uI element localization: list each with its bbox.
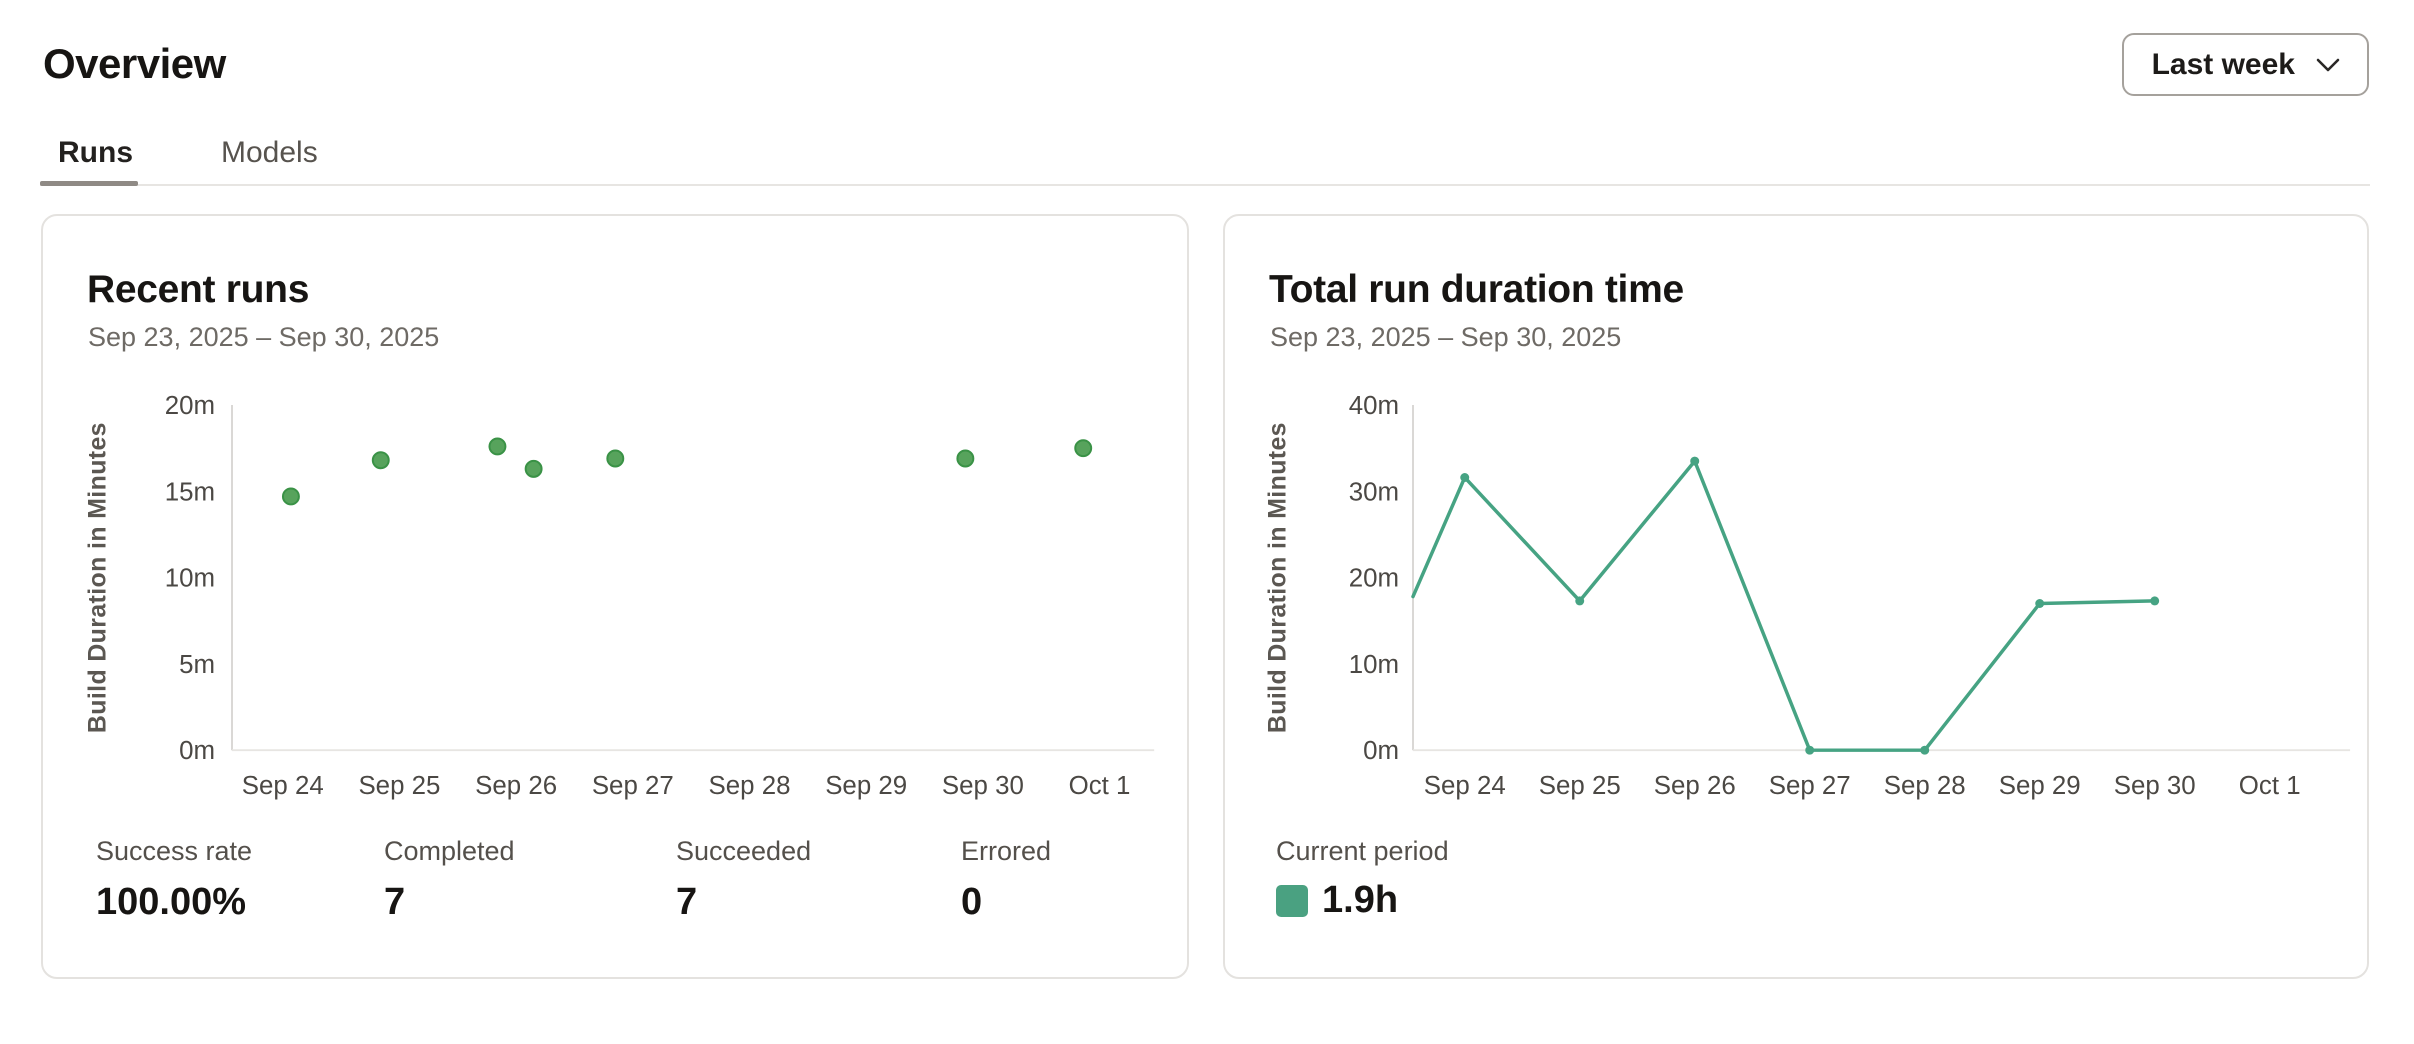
x-tick-label: Sep 24 [1424, 772, 1506, 800]
y-tick-label: 40m [1349, 392, 1399, 420]
stat-errored: Errored 0 [961, 836, 1052, 923]
duration-data-point[interactable] [1575, 596, 1585, 606]
duration-data-point[interactable] [2035, 599, 2045, 608]
x-tick-label: Oct 1 [2239, 772, 2301, 800]
y-tick-label: 15m [165, 478, 215, 506]
y-axis-title: Build Duration in Minutes [84, 422, 112, 733]
recent-runs-card: 0m 5m 10m 15m 20m Sep 24 Sep 25 Sep 26 Sep 27 Sep… [41, 214, 1189, 979]
tab-bar: Runs Models [40, 136, 336, 192]
duration-data-point[interactable] [1690, 456, 1700, 466]
y-tick-label: 10m [165, 565, 215, 593]
run-data-point[interactable] [281, 487, 300, 506]
y-axis-title: Build Duration in Minutes [1264, 422, 1292, 733]
run-data-point[interactable] [524, 459, 543, 478]
stat-succeeded: Succeeded 7 [676, 836, 812, 923]
tab-bar-divider [40, 184, 2370, 186]
run-data-point[interactable] [1074, 439, 1093, 458]
x-tick-label: Sep 28 [1884, 772, 1966, 800]
x-tick-label: Sep 29 [1999, 772, 2081, 800]
card-title-total-run-duration: Total run duration time [1269, 268, 1684, 311]
duration-data-point[interactable] [2150, 596, 2160, 606]
duration-line [1411, 459, 2157, 752]
run-data-point[interactable] [488, 437, 507, 456]
x-tick-label: Sep 26 [1654, 772, 1736, 800]
y-tick-label: 0m [179, 737, 215, 765]
legend-total-value: 1.9h [1322, 879, 1399, 921]
stat-completed: Completed 7 [384, 836, 515, 923]
page-title: Overview [43, 40, 226, 87]
duration-data-point[interactable] [1920, 745, 1930, 755]
active-tab-underline [40, 181, 138, 186]
x-tick-label: Sep 24 [242, 772, 324, 800]
x-tick-label: Oct 1 [1069, 772, 1131, 800]
total-run-duration-line-chart: 0m 10m 20m 30m 40m Sep 24 Sep 25 Sep 26 Sep 27 Se… [1264, 392, 2351, 800]
x-tick-label: Sep 25 [1539, 772, 1621, 800]
x-tick-label: Sep 30 [2114, 772, 2196, 800]
x-tick-label: Sep 27 [1769, 772, 1851, 800]
legend-color-swatch [1276, 884, 1308, 917]
legend-label: Current period [1276, 836, 1449, 866]
chevron-down-icon [2315, 57, 2341, 73]
y-tick-label: 10m [1349, 651, 1399, 679]
y-tick-label: 30m [1349, 478, 1399, 506]
y-tick-label: 20m [165, 392, 215, 420]
card-date-range: Sep 23, 2025 – Sep 30, 2025 [1270, 322, 1622, 352]
y-tick-label: 5m [179, 651, 215, 679]
duration-data-point[interactable] [1460, 473, 1470, 482]
run-data-point[interactable] [956, 449, 975, 468]
x-tick-label: Sep 26 [475, 772, 557, 800]
y-tick-label: 0m [1363, 737, 1399, 765]
y-tick-label: 20m [1349, 565, 1399, 593]
x-tick-label: Sep 25 [358, 772, 440, 800]
run-data-point[interactable] [371, 451, 390, 470]
duration-data-point[interactable] [1805, 745, 1815, 755]
stat-success-rate: Success rate 100.00% [96, 836, 253, 923]
period-selector-dropdown[interactable]: Last week [2121, 33, 2369, 96]
chart-legend: Current period 1.9h [1276, 836, 1449, 922]
tab-runs[interactable]: Runs [58, 136, 133, 169]
x-tick-label: Sep 27 [592, 772, 674, 800]
tab-models[interactable]: Models [221, 136, 318, 169]
x-tick-label: Sep 29 [825, 772, 907, 800]
x-tick-label: Sep 30 [942, 772, 1024, 800]
x-tick-label: Sep 28 [709, 772, 791, 800]
total-run-duration-card: 0m 10m 20m 30m 40m Sep 24 Sep 25 Sep 26 Sep 27 Se… [1223, 214, 2369, 979]
card-date-range: Sep 23, 2025 – Sep 30, 2025 [88, 322, 440, 352]
recent-runs-scatter-chart: 0m 5m 10m 15m 20m Sep 24 Sep 25 Sep 26 Sep 27 Sep… [84, 392, 1155, 800]
run-data-point[interactable] [606, 449, 625, 468]
period-selector-label: Last week [2151, 47, 2295, 81]
card-title-recent-runs: Recent runs [87, 268, 310, 311]
